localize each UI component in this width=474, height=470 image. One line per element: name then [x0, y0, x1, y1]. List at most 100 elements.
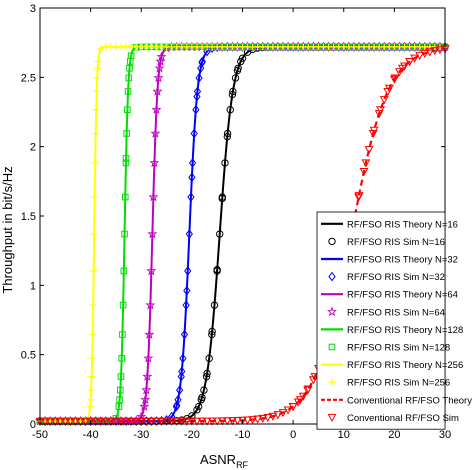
data-point-5-32	[150, 128, 161, 138]
data-point-3-44	[193, 91, 201, 102]
legend-label-9: RF/FSO RIS Sim N=256	[347, 378, 450, 389]
data-point-11-37	[222, 417, 232, 426]
data-point-3-26	[168, 411, 176, 422]
x-axis-label-main: ASNR	[200, 452, 236, 467]
data-point-11-29	[182, 417, 192, 426]
data-point-11-51	[288, 402, 298, 412]
y-tick-label-5: 2.5	[21, 72, 36, 84]
data-point-5-23	[141, 384, 152, 395]
y-tick-label-4: 2	[30, 142, 36, 154]
data-point-3-41	[188, 158, 197, 168]
legend-swatch-7	[328, 343, 336, 351]
data-point-11-26	[167, 417, 177, 426]
data-point-7-23	[120, 267, 128, 275]
data-point-9-16	[89, 301, 97, 309]
data-point-3-45	[193, 86, 202, 97]
data-point-11-85	[390, 74, 400, 83]
data-point-11-74	[359, 168, 369, 177]
data-point-3-38	[185, 229, 193, 239]
data-point-7-28	[123, 130, 130, 137]
data-point-11-13	[101, 417, 111, 426]
y-tick-label-0: 0	[30, 419, 36, 431]
data-point-11-24	[157, 417, 166, 426]
data-point-11-92	[415, 51, 425, 61]
data-point-11-16	[116, 417, 126, 426]
data-point-1-48	[223, 132, 232, 141]
y-tick-label-1: 0.5	[21, 350, 36, 362]
data-point-1-52	[229, 87, 237, 96]
data-point-1-39	[208, 330, 216, 339]
legend-box	[316, 211, 446, 430]
legend-label-1: RF/FSO RIS Sim N=16	[347, 237, 445, 248]
legend-label-7: RF/FSO RIS Sim N=128	[347, 343, 450, 354]
data-point-7-25	[121, 193, 129, 201]
data-point-11-31	[192, 417, 202, 426]
data-point-1-50	[226, 106, 234, 114]
data-point-11-90	[405, 57, 415, 67]
data-point-11-23	[151, 417, 161, 426]
legend-label-10: Conventional RF/FSO Theory	[347, 395, 472, 406]
x-axis-label: ASNRRF	[200, 452, 249, 470]
legend: RF/FSO RIS Theory N=16 RF/FSO RIS Sim N=1…	[316, 211, 472, 430]
data-point-1-41	[210, 301, 219, 309]
legend-label-2: RF/FSO RIS Theory N=32	[347, 255, 458, 266]
data-point-9-22	[92, 106, 100, 114]
data-point-5-31	[149, 157, 160, 168]
data-point-11-40	[238, 416, 247, 425]
data-point-11-76	[364, 146, 374, 155]
data-point-11-38	[227, 417, 237, 426]
data-point-9-25	[94, 64, 102, 72]
data-point-3-32	[178, 366, 186, 377]
data-point-11-77	[368, 129, 378, 139]
data-point-3-36	[183, 285, 191, 296]
data-point-11-32	[197, 417, 207, 426]
legend-swatch-5	[327, 306, 337, 317]
data-point-11-88	[400, 62, 409, 71]
data-point-1-36	[202, 372, 211, 381]
data-point-3-29	[174, 394, 182, 405]
x-tick-label-1: -40	[83, 429, 99, 441]
data-point-7-32	[126, 64, 133, 72]
data-point-7-34	[127, 52, 135, 60]
data-point-1-44	[216, 230, 224, 238]
data-point-3-46	[195, 73, 203, 83]
data-point-11-46	[268, 412, 278, 421]
data-point-3-28	[173, 400, 181, 411]
legend-swatch-3	[328, 271, 336, 282]
data-point-11-33	[202, 417, 212, 426]
x-axis-label-subscript: RF	[236, 460, 248, 470]
data-point-9-21	[92, 129, 100, 137]
data-point-1-43	[213, 265, 221, 274]
data-point-11-75	[361, 159, 371, 168]
data-point-3-39	[187, 192, 195, 202]
data-point-3-49	[198, 56, 206, 67]
data-point-1-46	[218, 193, 227, 201]
plot-area	[34, 41, 451, 427]
legend-label-4: RF/FSO RIS Theory N=64	[347, 290, 458, 301]
data-point-11-96	[435, 46, 445, 55]
legend-label-3: RF/FSO RIS Sim N=32	[347, 272, 445, 283]
data-point-7-29	[124, 106, 131, 114]
data-point-11-53	[295, 396, 305, 405]
data-point-11-12	[96, 417, 106, 426]
data-point-11-1	[40, 417, 50, 426]
data-point-11-73	[354, 192, 364, 201]
data-point-11-49	[283, 406, 293, 415]
data-point-5-24	[142, 371, 153, 381]
data-point-11-22	[146, 417, 156, 426]
data-point-7-18	[116, 386, 124, 394]
data-point-9-26	[94, 57, 102, 65]
data-point-11-3	[50, 417, 60, 426]
data-point-7-31	[125, 74, 133, 82]
data-point-5-30	[148, 191, 159, 202]
x-tick-label-4: -10	[235, 429, 251, 441]
data-point-9-20	[91, 159, 99, 167]
data-point-9-23	[93, 87, 101, 95]
data-point-5-26	[144, 329, 155, 339]
data-point-11-80	[376, 106, 385, 115]
y-tick-label-3: 1.5	[21, 211, 36, 223]
x-tick-label-5: 0	[290, 429, 296, 441]
data-point-11-30	[187, 417, 197, 426]
data-point-11-7	[70, 417, 80, 426]
data-point-3-34	[180, 329, 189, 340]
